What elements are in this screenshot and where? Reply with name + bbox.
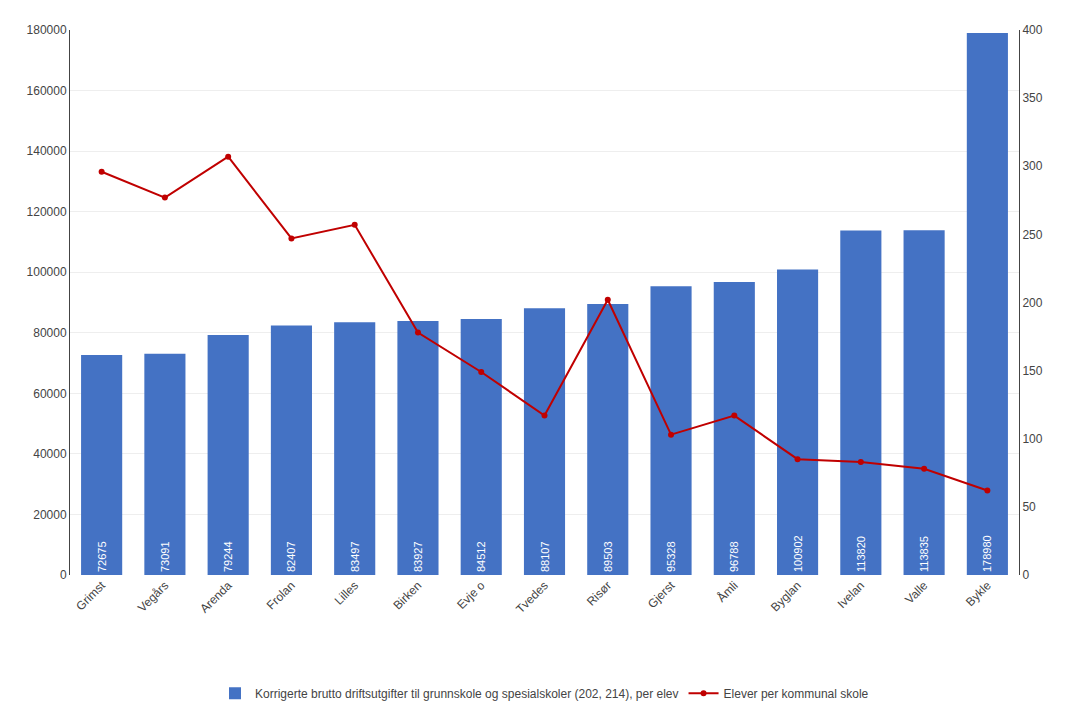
svg-text:Risør: Risør (584, 578, 614, 608)
svg-text:400: 400 (1022, 23, 1042, 37)
svg-text:150: 150 (1022, 364, 1042, 378)
svg-text:88107: 88107 (539, 541, 551, 572)
svg-text:Ivelan: Ivelan (835, 578, 868, 611)
svg-text:50: 50 (1022, 500, 1036, 514)
svg-text:178980: 178980 (981, 535, 993, 572)
svg-text:100000: 100000 (27, 265, 67, 279)
svg-text:72675: 72675 (96, 541, 108, 572)
svg-text:Byglan: Byglan (768, 578, 804, 614)
svg-text:0: 0 (60, 568, 67, 582)
svg-text:180000: 180000 (27, 23, 67, 37)
svg-text:Arenda: Arenda (197, 578, 234, 615)
svg-text:Vegårs: Vegårs (135, 578, 171, 614)
svg-text:95328: 95328 (665, 541, 677, 572)
svg-text:73091: 73091 (159, 541, 171, 572)
svg-text:300: 300 (1022, 159, 1042, 173)
svg-text:89503: 89503 (602, 541, 614, 572)
svg-text:113820: 113820 (855, 536, 867, 572)
svg-text:200: 200 (1022, 296, 1042, 310)
svg-text:96788: 96788 (728, 541, 740, 572)
svg-text:Birken: Birken (390, 578, 424, 612)
svg-text:60000: 60000 (33, 387, 67, 401)
svg-text:20000: 20000 (33, 508, 67, 522)
svg-text:84512: 84512 (475, 541, 487, 572)
svg-text:100: 100 (1022, 432, 1042, 446)
svg-text:Åmli: Åmli (714, 578, 741, 605)
svg-text:Tvedes: Tvedes (513, 578, 551, 616)
svg-text:Lilles: Lilles (332, 578, 361, 607)
svg-text:160000: 160000 (27, 84, 67, 98)
svg-text:Elever per kommunal skole: Elever per kommunal skole (724, 687, 869, 701)
svg-text:100902: 100902 (792, 535, 804, 572)
svg-text:83497: 83497 (349, 541, 361, 572)
svg-text:79244: 79244 (222, 541, 234, 572)
svg-text:Bykle: Bykle (963, 578, 994, 609)
svg-text:Valle: Valle (902, 578, 930, 606)
svg-text:80000: 80000 (33, 326, 67, 340)
svg-text:113835: 113835 (918, 536, 930, 572)
svg-text:83927: 83927 (412, 541, 424, 572)
svg-text:120000: 120000 (27, 205, 67, 219)
svg-text:350: 350 (1022, 91, 1042, 105)
svg-text:Gjerst: Gjerst (645, 578, 678, 611)
svg-text:250: 250 (1022, 228, 1042, 242)
svg-text:0: 0 (1022, 568, 1029, 582)
svg-text:40000: 40000 (33, 447, 67, 461)
svg-text:Grimst: Grimst (73, 578, 108, 613)
svg-text:82407: 82407 (285, 541, 297, 572)
svg-text:Frolan: Frolan (264, 578, 298, 612)
svg-text:Korrigerte brutto driftsutgift: Korrigerte brutto driftsutgifter til gru… (255, 687, 679, 701)
svg-text:Evje o: Evje o (454, 578, 488, 612)
svg-text:140000: 140000 (27, 144, 67, 158)
